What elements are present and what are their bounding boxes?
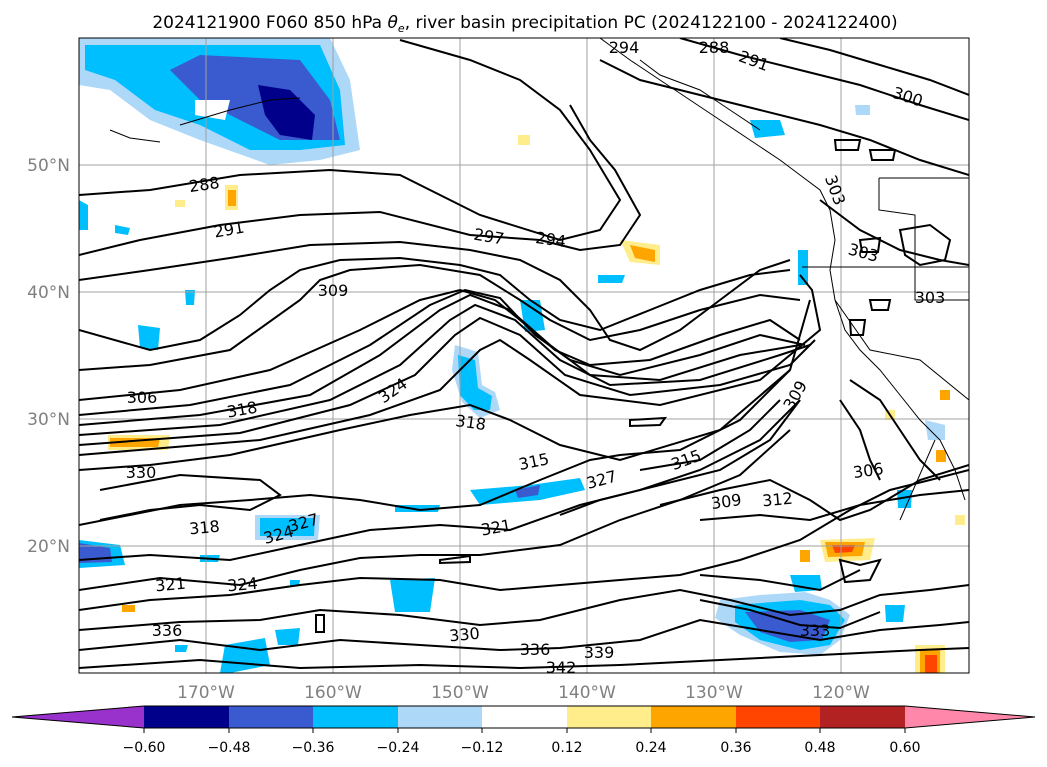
contour-label: 312 <box>761 489 793 511</box>
precip-negative-shading <box>79 38 945 673</box>
longitude-labels: 170°W 160°W 150°W 140°W 130°W 120°W <box>177 683 870 703</box>
contour-label: 309 <box>710 490 743 513</box>
contour-label: 288 <box>699 38 730 57</box>
contour-label: 306 <box>127 388 158 407</box>
colorbar-tick-label: 0.12 <box>551 740 582 756</box>
contour-label: 321 <box>154 574 186 596</box>
lon-label: 170°W <box>177 683 235 703</box>
colorbar-tick-label: −0.48 <box>208 740 251 756</box>
contour-label: 342 <box>546 658 577 677</box>
contour-label: 339 <box>584 643 615 662</box>
colorbar-segment <box>651 706 736 728</box>
colorbar-tick-label: 0.36 <box>720 740 751 756</box>
graticule <box>79 38 969 673</box>
contour-label: 318 <box>188 517 220 539</box>
lon-label: 130°W <box>685 683 743 703</box>
colorbar-tick-label: 0.48 <box>804 740 835 756</box>
contour-label: 309 <box>318 281 349 300</box>
contour-label: 294 <box>609 38 640 57</box>
contour-label: 318 <box>454 411 487 434</box>
lon-label: 160°W <box>304 683 362 703</box>
colorbar-tick-label: −0.60 <box>123 740 166 756</box>
contour-label: 333 <box>800 621 831 640</box>
contour-label: 294 <box>534 228 567 251</box>
map-frame <box>78 37 970 674</box>
colorbar-tick-label: −0.12 <box>461 740 504 756</box>
contour-label: 324 <box>226 574 258 596</box>
colorbar-segment <box>144 706 229 728</box>
figure-title: 2024121900 F060 850 hPa θe, river basin … <box>152 13 897 35</box>
lat-label: 20°N <box>27 537 70 557</box>
colorbar-extend-low <box>12 706 144 728</box>
contour-label: 306 <box>852 459 885 482</box>
colorbar-tick-label: −0.36 <box>292 740 335 756</box>
colorbar-segment <box>229 706 313 728</box>
colorbar-segment <box>567 706 651 728</box>
lat-label: 30°N <box>27 410 70 430</box>
lon-label: 140°W <box>558 683 616 703</box>
colorbar-extend-high <box>905 706 1035 728</box>
lat-label: 40°N <box>27 283 70 303</box>
colorbar-segment <box>736 706 820 728</box>
map-area: 288 291 294 297 300 303 303 306 309 309 … <box>79 38 969 677</box>
coastlines <box>109 38 969 521</box>
latitude-labels: 50°N 40°N 30°N 20°N <box>27 156 70 557</box>
contour-label: 336 <box>520 640 551 659</box>
colorbar-tick-label: −0.24 <box>377 740 420 756</box>
colorbar: −0.60 −0.48 −0.36 −0.24 −0.12 0.12 0.24 … <box>11 705 1036 756</box>
contour-label: 330 <box>126 463 157 482</box>
colorbar-segment <box>482 706 567 728</box>
lon-label: 150°W <box>431 683 489 703</box>
colorbar-segment <box>398 706 482 728</box>
contour-label: 288 <box>188 173 221 196</box>
contour-label: 303 <box>915 288 946 307</box>
theta-e-contours <box>79 38 969 670</box>
contour-label: 330 <box>448 624 480 646</box>
lat-label: 50°N <box>27 156 70 176</box>
lon-label: 120°W <box>812 683 870 703</box>
colorbar-segment <box>820 706 905 728</box>
colorbar-tick-label: 0.60 <box>889 740 920 756</box>
colorbar-tick-label: 0.24 <box>635 740 666 756</box>
contour-label: 336 <box>152 621 183 640</box>
colorbar-segment <box>313 706 398 728</box>
